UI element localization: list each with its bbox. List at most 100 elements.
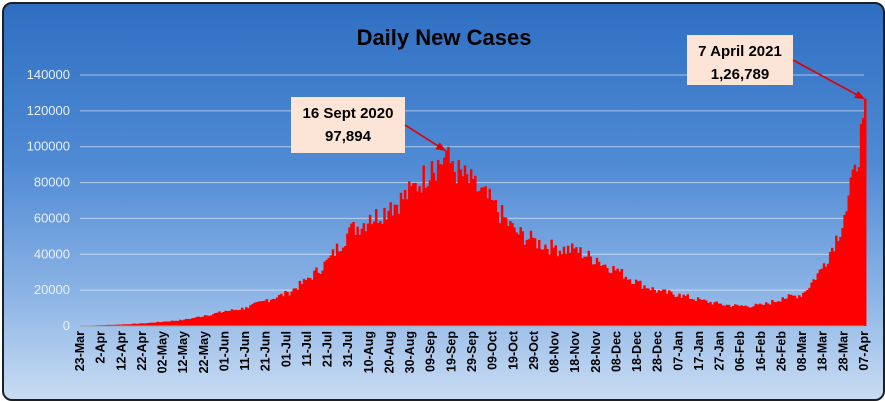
- bar: [645, 288, 648, 326]
- bar: [843, 214, 846, 326]
- bar: [581, 258, 584, 326]
- bar: [793, 295, 797, 326]
- bar: [744, 305, 747, 326]
- bar: [777, 301, 780, 326]
- bar: [711, 304, 714, 326]
- bar: [457, 160, 461, 326]
- bar: [820, 268, 824, 326]
- bar: [682, 294, 685, 326]
- bar: [525, 239, 529, 326]
- bar: [773, 302, 776, 326]
- bar: [853, 164, 857, 326]
- bar: [709, 301, 712, 326]
- x-tick-label: 02-May: [156, 331, 170, 373]
- bar: [358, 234, 361, 326]
- bar: [637, 281, 640, 326]
- x-tick-label: 19-Oct: [506, 330, 520, 370]
- bar: [408, 181, 411, 326]
- bar: [170, 320, 174, 326]
- bar: [705, 300, 708, 326]
- bar: [729, 306, 733, 326]
- bar: [255, 302, 258, 326]
- bar: [141, 323, 145, 326]
- bar: [447, 146, 450, 326]
- bar: [335, 243, 339, 326]
- bar: [137, 323, 141, 326]
- bar: [760, 304, 764, 326]
- bar: [389, 202, 392, 326]
- bar: [727, 304, 731, 326]
- bar: [319, 273, 322, 326]
- bar: [426, 186, 430, 326]
- bar: [835, 235, 838, 326]
- bar: [474, 175, 477, 326]
- x-tick-label: 11-Jun: [238, 331, 252, 371]
- y-tick-label: 120000: [27, 103, 70, 118]
- bar: [271, 298, 275, 326]
- bar: [500, 205, 504, 326]
- bar: [490, 200, 494, 326]
- bar: [698, 299, 702, 326]
- annotation-value: 1,26,789: [711, 66, 769, 83]
- bar: [245, 307, 248, 326]
- bar: [441, 164, 444, 326]
- bar: [707, 303, 710, 326]
- bar: [253, 302, 256, 326]
- bar: [472, 178, 475, 326]
- bar: [762, 304, 766, 326]
- x-tick-label: 12-Apr: [114, 331, 128, 371]
- bar: [453, 171, 456, 326]
- bar: [339, 251, 343, 326]
- bar: [414, 182, 417, 326]
- bar: [438, 163, 442, 326]
- bar: [416, 191, 419, 326]
- bar: [740, 305, 743, 326]
- bar: [701, 299, 704, 326]
- chart-title: Daily New Cases: [357, 25, 532, 50]
- bar: [214, 313, 217, 326]
- bar: [179, 319, 182, 326]
- bar: [311, 279, 314, 326]
- bar: [723, 305, 727, 326]
- bar: [381, 223, 384, 326]
- bar: [643, 285, 646, 326]
- bar: [393, 204, 397, 326]
- bar: [385, 219, 388, 326]
- bar: [168, 321, 172, 326]
- bar: [172, 320, 176, 326]
- bar: [628, 279, 632, 326]
- bar: [115, 324, 118, 326]
- bar: [265, 299, 269, 326]
- bar: [797, 295, 801, 326]
- bar: [756, 304, 760, 326]
- bar: [434, 180, 438, 326]
- bar: [507, 225, 510, 326]
- bar: [686, 294, 690, 326]
- bar: [847, 195, 850, 326]
- bar: [372, 221, 376, 326]
- annotation-box: [291, 97, 405, 153]
- y-tick-label: 60000: [34, 210, 70, 225]
- bar: [585, 256, 588, 326]
- bar: [758, 303, 762, 326]
- bar: [597, 261, 601, 326]
- bar: [203, 315, 207, 326]
- bar: [156, 321, 159, 326]
- bar: [717, 303, 720, 326]
- bar: [593, 264, 597, 326]
- annotation-date: 7 April 2021: [698, 43, 782, 60]
- bar: [554, 245, 557, 326]
- x-tick-label: 19-Sep: [444, 331, 458, 372]
- bar: [234, 309, 238, 326]
- bar: [267, 302, 271, 326]
- x-tick-label: 17-Jan: [692, 331, 706, 371]
- bar: [375, 209, 378, 326]
- bar: [859, 124, 863, 327]
- bar: [220, 312, 223, 326]
- bar: [864, 98, 867, 326]
- bar: [207, 315, 211, 326]
- bar: [432, 172, 436, 326]
- bar: [209, 315, 213, 326]
- bar: [546, 248, 549, 326]
- bar: [176, 320, 180, 326]
